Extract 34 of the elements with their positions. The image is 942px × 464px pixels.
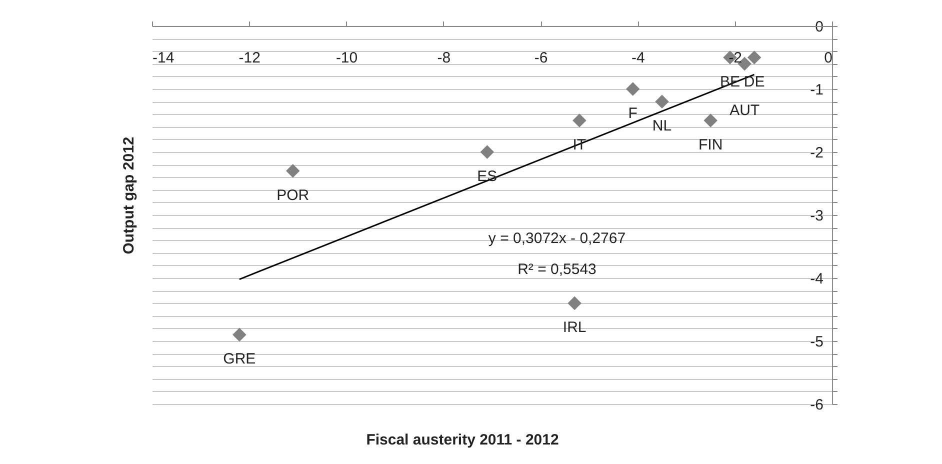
- annotation: NL: [652, 118, 672, 135]
- point: [286, 164, 300, 178]
- annotation: DE: [744, 74, 765, 90]
- annotation: R² = 0,5543: [518, 261, 596, 278]
- y-tick-label: -3: [810, 208, 824, 224]
- y-axis-title: Output gap 2012: [120, 136, 138, 254]
- point: [747, 50, 762, 64]
- x-tick-label: -14: [152, 50, 174, 66]
- y-tick-label: -2: [810, 144, 824, 162]
- point: [626, 82, 640, 96]
- x-tick-label: -2: [728, 50, 742, 66]
- y-tick-label: -1: [810, 82, 824, 98]
- annotation: POR: [276, 186, 310, 204]
- y-tick-label: -4: [810, 270, 824, 288]
- annotation: AUT: [730, 102, 760, 119]
- annotation: FIN: [698, 136, 723, 154]
- annotation: y = 0,3072x - 0,2767: [488, 230, 626, 247]
- x-tick-label: -4: [632, 50, 645, 66]
- x-tick-label: -10: [336, 50, 358, 66]
- point: [232, 328, 246, 342]
- annotation: IRL: [562, 319, 586, 336]
- x-tick-label: -12: [238, 50, 260, 66]
- annotation: GRE: [223, 350, 256, 368]
- point: [572, 114, 586, 128]
- point: [704, 114, 718, 128]
- point: [480, 145, 494, 159]
- x-axis-title: Fiscal austerity 2011 - 2012: [366, 432, 559, 448]
- y-tick-label: -5: [810, 334, 824, 350]
- annotation: F: [628, 105, 638, 122]
- x-tick-label: -8: [437, 50, 451, 66]
- point: [568, 296, 582, 310]
- point: [655, 94, 669, 108]
- y-tick-label: -6: [810, 396, 824, 414]
- x-tick-label: -6: [534, 50, 548, 66]
